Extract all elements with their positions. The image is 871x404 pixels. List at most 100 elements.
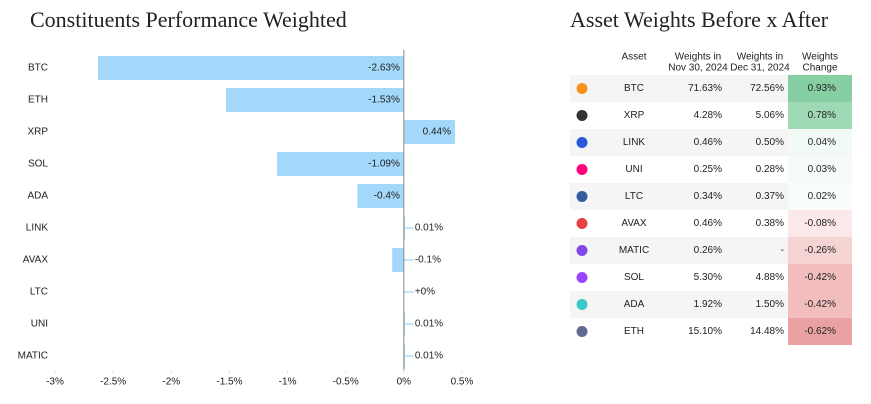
change-cell [788,156,852,183]
x-tick-label: 0% [397,377,412,388]
change-cell [788,183,852,210]
bar [357,184,404,208]
x-tick-label: -0.5% [333,377,359,388]
cell-text: 14.48% [750,326,784,337]
asset-icon [576,245,588,256]
value-label: 0.44% [423,127,451,138]
asset-icon [576,164,588,175]
cell-text: ADA [624,299,645,310]
cell-text: 5.06% [756,110,784,121]
asset-icon [576,299,588,310]
row-background [570,183,788,210]
cell-text: 5.30% [694,272,722,283]
asset-icon [576,83,588,94]
cell-text: 0.38% [756,218,784,229]
category-label: XRP [27,127,48,138]
bar [277,152,404,176]
asset-icon [576,191,588,202]
category-label: ADA [27,191,48,202]
cell-text: -0.62% [804,326,836,337]
cell-text: 1.50% [756,299,784,310]
chart-title: Constituents Performance Weighted [30,7,347,32]
header-text: Nov 30, 2024 [668,63,728,74]
cell-text: - [781,245,784,256]
cell-text: ETH [624,326,644,337]
category-label: SOL [28,159,48,170]
category-label: LINK [26,223,49,234]
x-tick-label: -2.5% [100,377,126,388]
row-background [570,237,788,264]
cell-text: 0.03% [808,164,836,175]
value-label: -0.1% [415,255,441,266]
x-tick-label: -3% [46,377,64,388]
row-background [570,291,788,318]
category-label: LTC [30,287,48,298]
change-cell [788,291,852,318]
value-label: -2.63% [368,63,400,74]
cell-text: 1.92% [694,299,722,310]
cell-text: XRP [624,110,645,121]
category-label: ETH [28,95,48,106]
cell-text: LINK [623,137,646,148]
cell-text: 0.93% [808,83,836,94]
cell-text: 72.56% [750,83,784,94]
cell-text: BTC [624,83,644,94]
row-background [570,129,788,156]
cell-text: -0.42% [804,272,836,283]
bar [403,120,456,144]
value-label: 0.01% [415,319,443,330]
bar [98,56,404,80]
header-text: Weights [802,52,838,63]
asset-icon [576,218,588,229]
asset-icon [576,272,588,283]
change-cell [788,318,852,345]
value-label: 0.01% [415,223,443,234]
cell-text: 15.10% [688,326,722,337]
value-label: -1.09% [368,159,400,170]
cell-text: 0.34% [694,191,722,202]
cell-text: 0.28% [756,164,784,175]
change-cell [788,102,852,129]
cell-text: MATIC [619,245,649,256]
header-text: Asset [621,52,646,63]
asset-icon [576,326,588,337]
row-background [570,75,788,102]
cell-text: -0.08% [804,218,836,229]
cell-text: UNI [625,164,642,175]
category-label: MATIC [18,351,48,362]
cell-text: 0.25% [694,164,722,175]
cell-text: 4.28% [694,110,722,121]
value-label: 0.01% [415,351,443,362]
cell-text: 0.78% [808,110,836,121]
header-text: Weights in [737,52,784,63]
cell-text: -0.42% [804,299,836,310]
category-label: BTC [28,63,48,74]
x-tick-label: -1.5% [216,377,242,388]
value-label: +0% [415,287,435,298]
x-tick-label: -1% [279,377,297,388]
change-cell [788,237,852,264]
category-label: AVAX [23,255,49,266]
change-cell [788,264,852,291]
header-text: Dec 31, 2024 [730,63,790,74]
category-label: UNI [31,319,48,330]
header-text: Change [802,63,837,74]
asset-icon [576,137,588,148]
cell-text: 0.50% [756,137,784,148]
value-label: -0.4% [374,191,400,202]
change-cell [788,210,852,237]
cell-text: 71.63% [688,83,722,94]
cell-text: 0.04% [808,137,836,148]
cell-text: 0.46% [694,218,722,229]
cell-text: SOL [624,272,644,283]
cell-text: -0.26% [804,245,836,256]
bar [225,88,404,112]
cell-text: 0.02% [808,191,836,202]
value-label: -1.53% [368,95,400,106]
cell-text: AVAX [621,218,647,229]
x-tick-label: 0.5% [451,377,474,388]
x-tick-label: -2% [162,377,180,388]
change-cell [788,129,852,156]
cell-text: 0.37% [756,191,784,202]
